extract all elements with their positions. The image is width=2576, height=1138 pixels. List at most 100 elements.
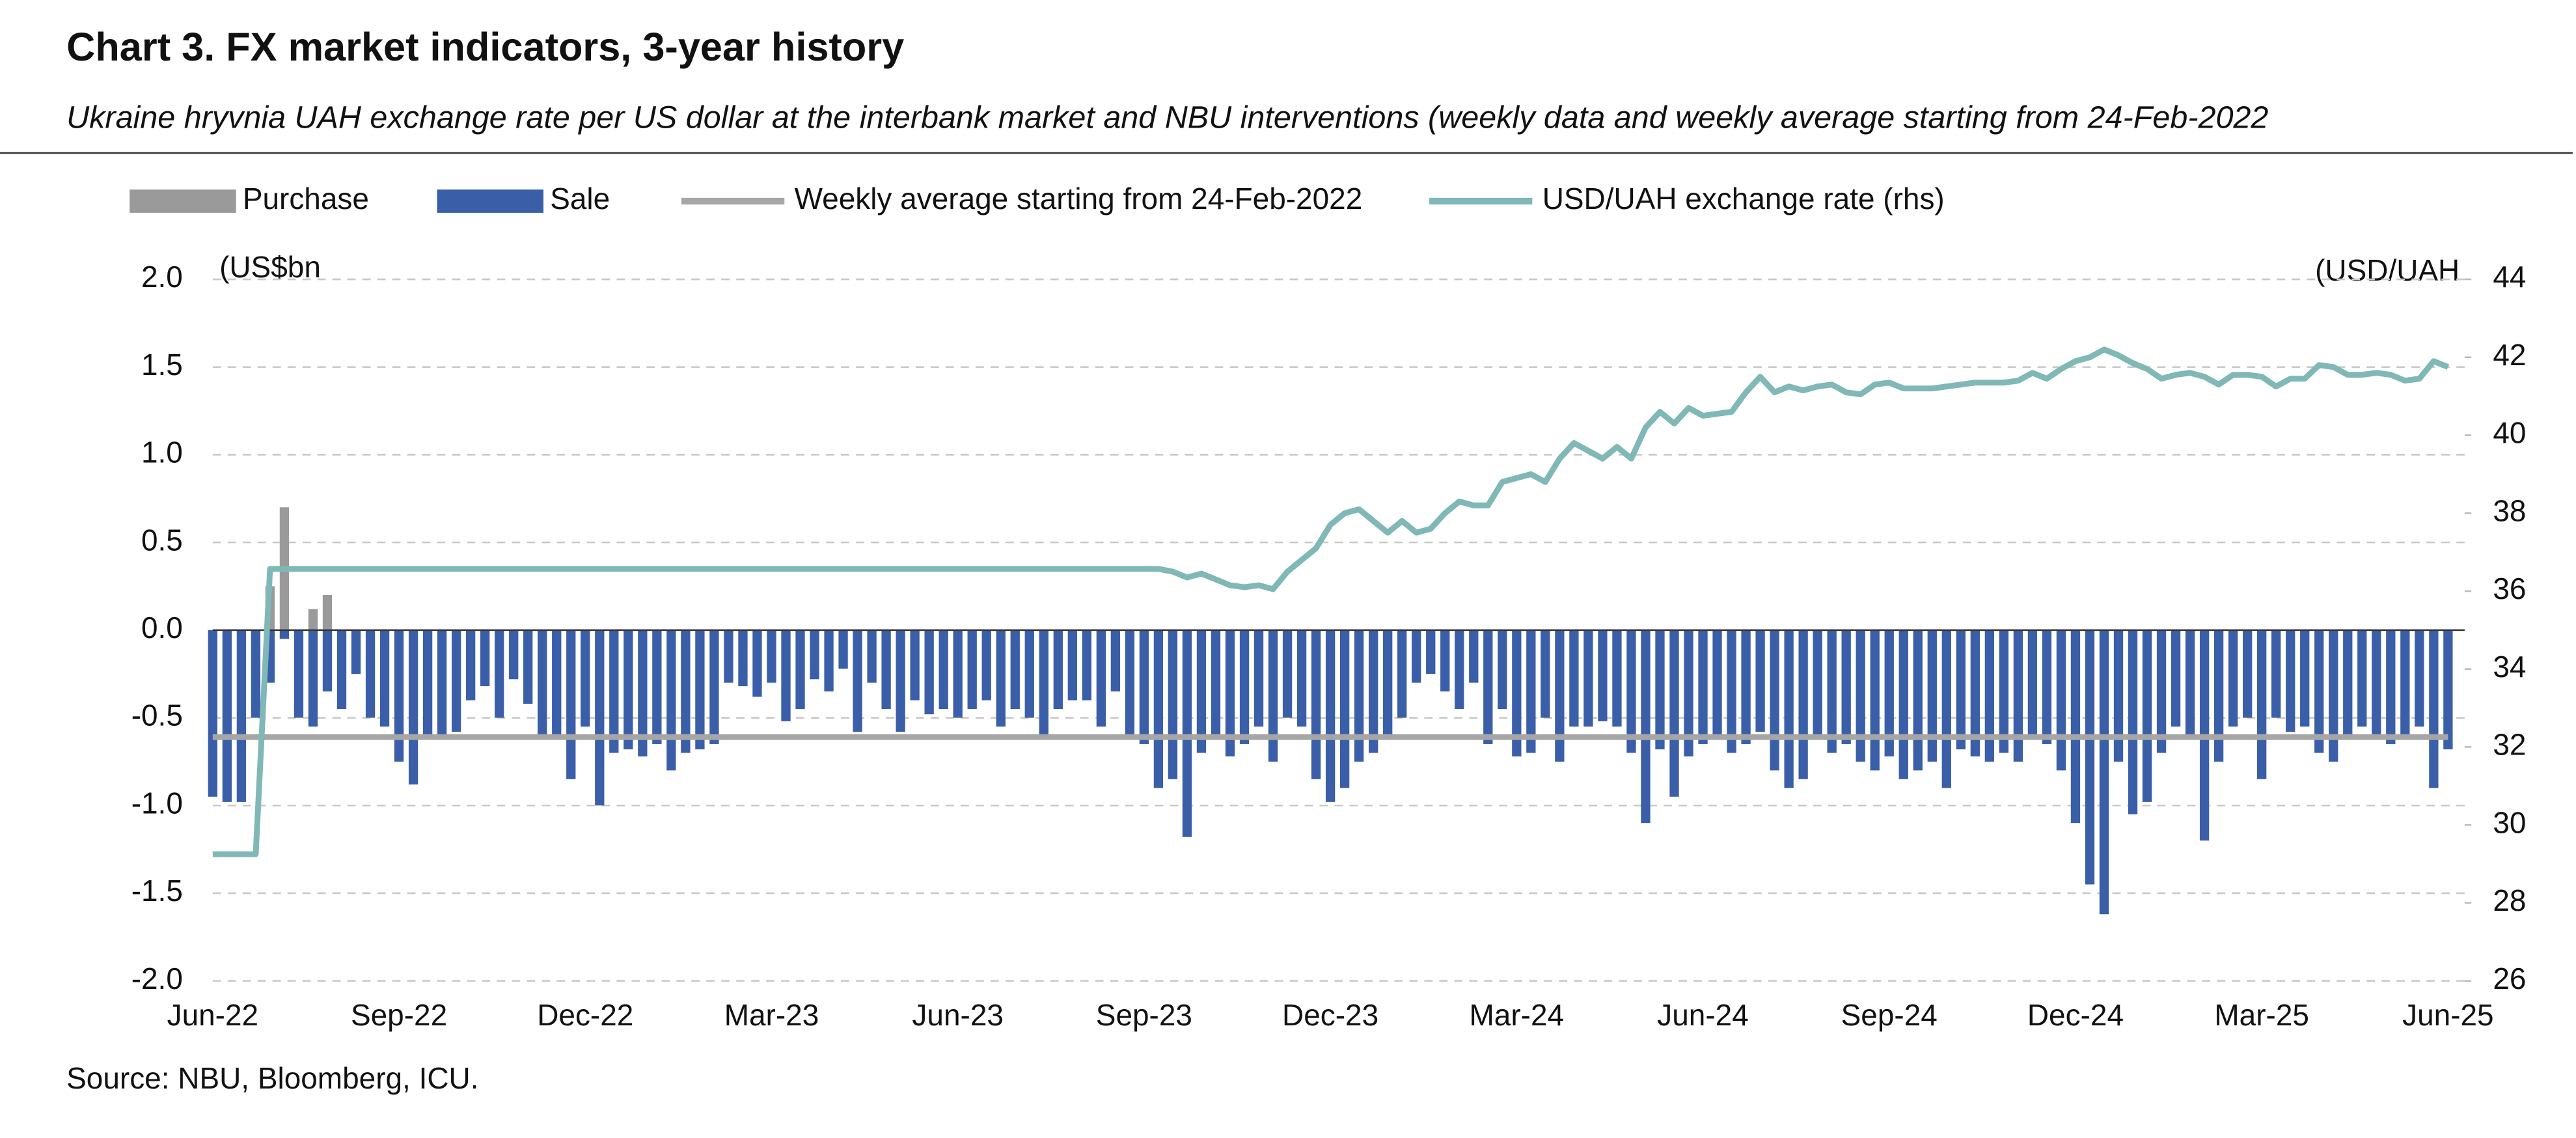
bar [566,630,576,779]
bar [1684,630,1693,756]
bar [1784,630,1794,788]
y2-tick-label: 42 [2493,338,2526,372]
bar [351,630,361,674]
y2-tick-label: 38 [2493,493,2526,527]
bar [2142,630,2152,802]
bar [1984,630,1995,762]
line-series [212,346,2450,857]
bar [2013,630,2023,762]
bar [2128,630,2138,814]
bar [2314,630,2324,753]
y-tick-label: 1.5 [141,348,183,382]
bar [1039,630,1048,736]
bar [2171,630,2181,727]
bar [867,630,877,683]
x-tick-label: Jun-22 [167,998,259,1032]
bar [1941,630,1951,788]
bar [308,630,318,727]
bar [1827,630,1837,753]
bar [2429,630,2439,788]
bar [2070,630,2081,824]
bar [1296,630,1307,727]
x-tick-label: Mar-25 [2214,998,2309,1032]
bar [251,630,261,718]
bar [1555,630,1565,762]
y2-tick-label: 34 [2493,650,2526,684]
bar [1956,630,1966,750]
bar [967,630,977,710]
y2-tick-label: 26 [2493,962,2526,995]
bar [1483,630,1493,744]
bar [1168,630,1178,779]
bar [1426,630,1436,674]
legend-swatch [437,189,544,213]
bar [1970,630,1980,756]
y-tick-label: 2.0 [141,260,183,294]
bar [795,630,805,710]
x-tick-label: Dec-23 [1282,998,1378,1032]
y-tick-label: 0.5 [141,523,183,557]
legend-label: Sale [550,182,610,215]
bar [939,630,948,710]
bar [2228,630,2238,727]
bar [1612,630,1622,727]
chart-subtitle: Ukraine hryvnia UAH exchange rate per US… [66,100,2268,135]
bar [2343,630,2353,736]
bar [1082,630,1091,701]
bar [1455,630,1464,710]
bar [1798,630,1808,779]
bar [881,630,891,710]
bar [308,609,318,630]
bar [1598,630,1608,721]
bar [1913,630,1923,771]
bar [365,630,376,718]
bar [465,630,476,701]
bar [581,630,590,727]
bar [1254,630,1264,727]
x-tick-label: Dec-22 [537,998,633,1032]
y-tick-label: -1.5 [131,874,183,908]
bar [322,594,333,630]
bar [379,630,390,727]
bar [2056,630,2066,771]
bar [279,630,290,639]
bar [1110,630,1121,692]
y-tick-label: -1.0 [131,786,183,820]
bar [810,630,819,680]
bar [495,630,504,718]
bar [2443,630,2453,750]
bar [437,630,447,739]
bar [2042,630,2052,744]
y2-axis-label: (USD/UAH [2315,253,2460,287]
bar [781,630,791,721]
bar [1339,630,1350,788]
chart-title: Chart 3. FX market indicators, 3-year hi… [66,25,904,69]
y-tick-label: 1.0 [141,436,183,469]
bar [222,630,232,802]
bar [2085,630,2095,885]
y2-tick-label: 44 [2493,260,2526,294]
bar [666,630,676,771]
bar [896,630,905,732]
bar [724,630,733,683]
bar [1325,630,1336,802]
bar [767,630,776,683]
bar [480,630,490,687]
bar [1641,630,1651,824]
bar [1583,630,1593,727]
y-axis-label: (US$bn [219,250,321,284]
bar [824,630,834,692]
bar [1669,630,1679,797]
bar [1655,630,1665,750]
bar [2113,630,2124,762]
bar [552,630,562,736]
bar [2357,630,2367,727]
bar [2213,630,2224,762]
bar [652,630,662,744]
y2-tick-label: 36 [2493,572,2526,605]
bar [538,630,547,736]
bar [996,630,1006,727]
bar [523,630,533,704]
bar [752,630,762,697]
